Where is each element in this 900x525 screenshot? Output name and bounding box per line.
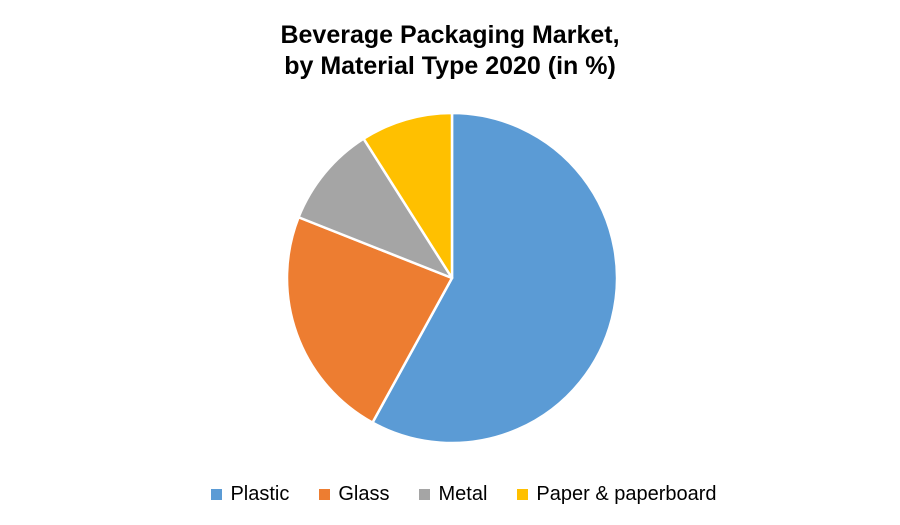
chart-title: Beverage Packaging Market, by Material T… xyxy=(0,20,900,82)
chart-legend: Plastic Glass Metal Paper & paperboard xyxy=(14,478,900,510)
legend-swatch-metal xyxy=(419,488,431,500)
pie-slice-glass xyxy=(285,216,454,424)
legend-label-paper-paperboard: Paper & paperboard xyxy=(536,482,717,505)
pie-slice-plastic xyxy=(371,111,619,445)
legend-label-metal: Metal xyxy=(438,482,488,505)
pie-slice-paper-paperboard xyxy=(362,111,454,280)
legend-item-glass: Glass xyxy=(319,483,389,506)
legend-swatch-paper-paperboard xyxy=(517,488,529,500)
legend-swatch-plastic xyxy=(211,488,223,500)
legend-item-metal: Metal xyxy=(419,483,487,506)
pie-slice-metal xyxy=(297,137,454,280)
legend-item-plastic: Plastic xyxy=(211,483,289,506)
chart-title-line2: by Material Type 2020 (in %) xyxy=(284,52,616,80)
legend-item-paper-paperboard: Paper & paperboard xyxy=(517,482,717,506)
legend-swatch-glass xyxy=(319,488,331,500)
chart-title-line1: Beverage Packaging Market, xyxy=(280,21,620,49)
legend-label-glass: Glass xyxy=(338,482,390,505)
legend-label-plastic: Plastic xyxy=(230,482,290,505)
